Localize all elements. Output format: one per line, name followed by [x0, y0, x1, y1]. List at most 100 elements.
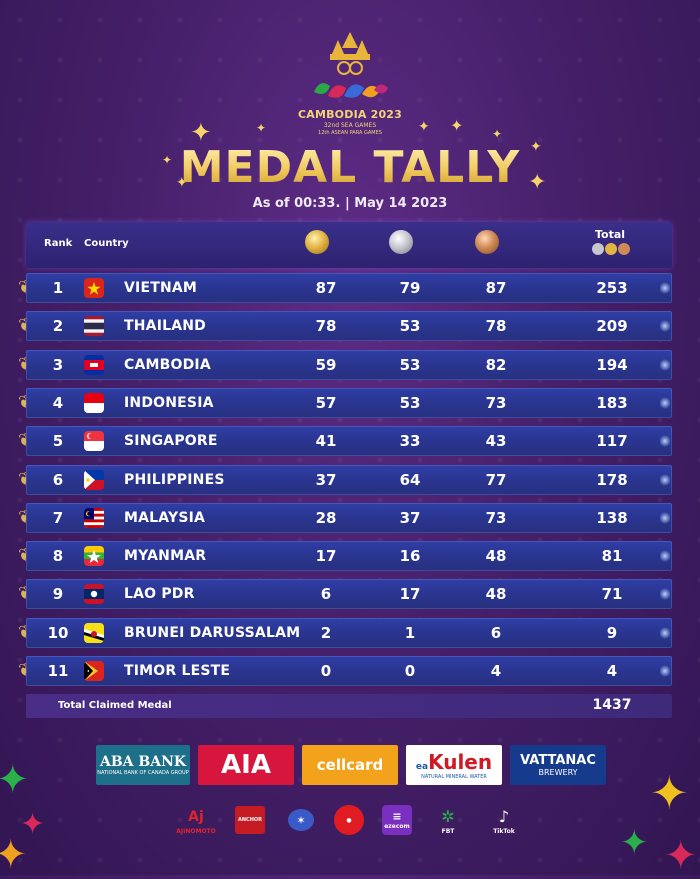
bronze-count: 48: [485, 585, 507, 603]
gold-count: 87: [315, 279, 337, 297]
rank-cell: 3: [52, 356, 64, 374]
corner-decoration: ✦: [20, 807, 46, 842]
silver-count: 37: [399, 509, 421, 527]
gold-count: 78: [315, 317, 337, 335]
total-bar: [26, 694, 672, 718]
rank-cell: 6: [52, 471, 64, 489]
table-row: 8 MYANMAR 17 16 48 81: [26, 541, 672, 571]
sparkle-icon: ✦: [190, 118, 212, 148]
indonesia-flag-icon: [84, 393, 104, 413]
table-row: 6 PHILIPPINES 37 64 77 178: [26, 465, 672, 495]
partner-ezecom-logo: ≡ ezecom: [380, 803, 414, 837]
thailand-flag-icon: [84, 316, 104, 336]
bronze-count: 82: [485, 356, 507, 374]
table-row: 3 CAMBODIA 59 53 82 194: [26, 350, 672, 380]
brunei-flag-icon: [84, 623, 104, 643]
bronze-count: 87: [485, 279, 507, 297]
total-count: 4: [606, 662, 618, 680]
table-row: 2 THAILAND 78 53 78 209: [26, 311, 672, 341]
silver-count: 53: [399, 394, 421, 412]
bronze-count: 77: [485, 471, 507, 489]
games-emblem: [314, 32, 388, 98]
sponsor-aia: AIA: [198, 745, 294, 785]
silver-count: 53: [399, 317, 421, 335]
rank-cell: 4: [52, 394, 64, 412]
silver-count: 16: [399, 547, 421, 565]
total-value: 1437: [592, 697, 632, 713]
gold-count: 2: [320, 624, 332, 642]
row-glow: [660, 626, 670, 640]
country-cell: MALAYSIA: [124, 510, 206, 526]
timor-leste-flag-icon: [84, 661, 104, 681]
rank-cell: 8: [52, 547, 64, 565]
sponsor-kulen: eaKulen NATURAL MINERAL WATER: [406, 745, 502, 785]
sponsor-vattanac: VATTANAC BREWERY: [510, 745, 606, 785]
country-cell: TIMOR LESTE: [124, 663, 231, 679]
bronze-count: 4: [490, 662, 502, 680]
table-row: 4 INDONESIA 57 53 73 183: [26, 388, 672, 418]
partner-ajinomoto-logo: Aj AJINOMOTO: [176, 808, 216, 835]
rank-cell: 7: [52, 509, 64, 527]
rank-cell: 10: [47, 624, 69, 642]
event-subtitle-2: 12th ASEAN PARA GAMES: [318, 130, 382, 136]
total-count: 81: [601, 547, 623, 565]
total-label: Total Claimed Medal: [58, 700, 172, 711]
total-count: 9: [606, 624, 618, 642]
total-count: 209: [596, 317, 628, 335]
silver-count: 79: [399, 279, 421, 297]
bronze-count: 48: [485, 547, 507, 565]
table-row: 9 LAO PDR 6 17 48 71: [26, 579, 672, 609]
table-row: 5 SINGAPORE 41 33 43 117: [26, 426, 672, 456]
country-cell: VIETNAM: [124, 280, 198, 296]
row-glow: [660, 511, 670, 525]
gold-count: 57: [315, 394, 337, 412]
row-glow: [660, 281, 670, 295]
table-row: 1 VIETNAM 87 79 87 253: [26, 273, 672, 303]
rank-cell: 1: [52, 279, 64, 297]
gold-count: 28: [315, 509, 337, 527]
total-count: 138: [596, 509, 628, 527]
row-glow: [660, 434, 670, 448]
sparkle-icon: ✦: [492, 127, 503, 141]
total-count: 253: [596, 279, 628, 297]
sponsor-cellcard: cellcard: [302, 745, 398, 785]
medals-stack-icon: [592, 243, 632, 257]
partner-fbt-logo: ✲ FBT: [441, 807, 455, 835]
silver-count: 0: [404, 662, 416, 680]
country-cell: INDONESIA: [124, 395, 214, 411]
sparkle-icon: ✦: [256, 121, 267, 135]
column-header-country: Country: [84, 238, 129, 249]
rank-cell: 11: [47, 662, 69, 680]
row-glow: [660, 319, 670, 333]
table-row: 11 TIMOR LESTE 0 0 4 4: [26, 656, 672, 686]
country-cell: MYANMAR: [124, 548, 207, 564]
rank-cell: 9: [52, 585, 64, 603]
silver-count: 17: [399, 585, 421, 603]
silver-count: 33: [399, 432, 421, 450]
gold-medal-icon: [305, 230, 329, 254]
sponsor-aba-bank: ABA BANK NATIONAL BANK OF CANADA GROUP: [96, 745, 190, 785]
country-cell: BRUNEI DARUSSALAM: [124, 625, 301, 641]
page-title: MEDAL TALLY: [0, 142, 700, 193]
update-timestamp: As of 00:33. | May 14 2023: [252, 196, 448, 211]
sparkle-icon: ✦: [418, 119, 430, 135]
country-cell: PHILIPPINES: [124, 472, 225, 488]
rank-cell: 2: [52, 317, 64, 335]
sparkle-icon: ✦: [528, 172, 546, 194]
row-glow: [660, 396, 670, 410]
laos-flag-icon: [84, 584, 104, 604]
partner-anchor-logo: ANCHOR: [232, 803, 268, 837]
sparkle-icon: ✦: [450, 116, 464, 135]
sparkle-icon: ✦: [162, 154, 172, 166]
philippines-flag-icon: [84, 470, 104, 490]
column-header-rank: Rank: [44, 238, 73, 249]
rank-cell: 5: [52, 432, 64, 450]
vietnam-flag-icon: [84, 278, 104, 298]
malaysia-flag-icon: [84, 508, 104, 528]
gold-count: 59: [315, 356, 337, 374]
gold-count: 37: [315, 471, 337, 489]
corner-decoration: ✦: [0, 757, 30, 803]
bronze-count: 73: [485, 394, 507, 412]
silver-count: 64: [399, 471, 421, 489]
total-count: 117: [596, 432, 628, 450]
